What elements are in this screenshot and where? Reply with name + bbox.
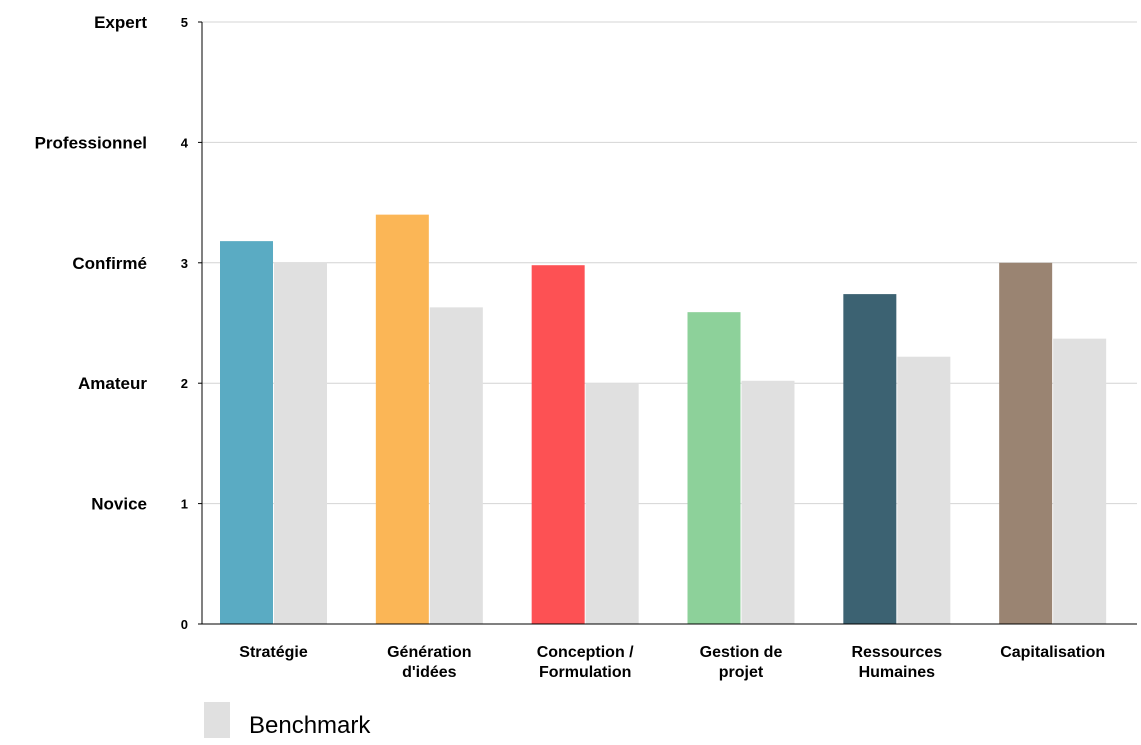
- y-tick-label: 3: [181, 256, 188, 271]
- bar-score: [220, 241, 273, 625]
- axes: [198, 21, 1137, 625]
- level-label: Expert: [94, 13, 147, 32]
- bar-score: [375, 214, 429, 624]
- bar-benchmark: [274, 262, 327, 624]
- category-label: d'idées: [402, 664, 457, 681]
- level-label: Amateur: [78, 374, 147, 393]
- legend-label-benchmark: Benchmark: [249, 712, 371, 739]
- y-tick-label: 4: [181, 135, 189, 150]
- bar-benchmark: [897, 356, 951, 624]
- level-label: Novice: [91, 495, 147, 514]
- legend: Benchmark: [204, 702, 371, 739]
- bar-benchmark: [1053, 338, 1107, 624]
- legend-swatch-benchmark: [204, 702, 230, 738]
- gridlines: [202, 21, 1137, 505]
- bar-benchmark: [585, 383, 639, 624]
- bar-score: [531, 265, 585, 624]
- category-label: projet: [719, 664, 764, 681]
- level-label: Professionnel: [35, 133, 147, 152]
- bars: [220, 214, 1107, 625]
- axis-labels: Stratégie Génération d'idées Conception / Fo…: [35, 13, 1106, 681]
- category-label: Conception /: [537, 644, 634, 661]
- y-tick-label: 5: [181, 15, 188, 30]
- category-label: Capitalisation: [1000, 644, 1105, 661]
- bar-score: [999, 262, 1053, 624]
- category-label: Gestion de: [700, 644, 783, 661]
- bar-score: [687, 312, 741, 624]
- category-label: Humaines: [859, 664, 936, 681]
- y-tick-label: 1: [181, 497, 188, 512]
- category-label: Génération: [387, 644, 471, 661]
- bar-score: [843, 294, 897, 624]
- category-label: Stratégie: [239, 644, 308, 661]
- bar-benchmark: [741, 380, 795, 624]
- category-label: Ressources: [851, 644, 942, 661]
- bar-benchmark: [429, 307, 483, 624]
- y-tick-label: 2: [181, 376, 188, 391]
- y-tick-label: 0: [181, 617, 188, 632]
- level-label: Confirmé: [72, 254, 147, 273]
- category-label: Formulation: [539, 664, 631, 681]
